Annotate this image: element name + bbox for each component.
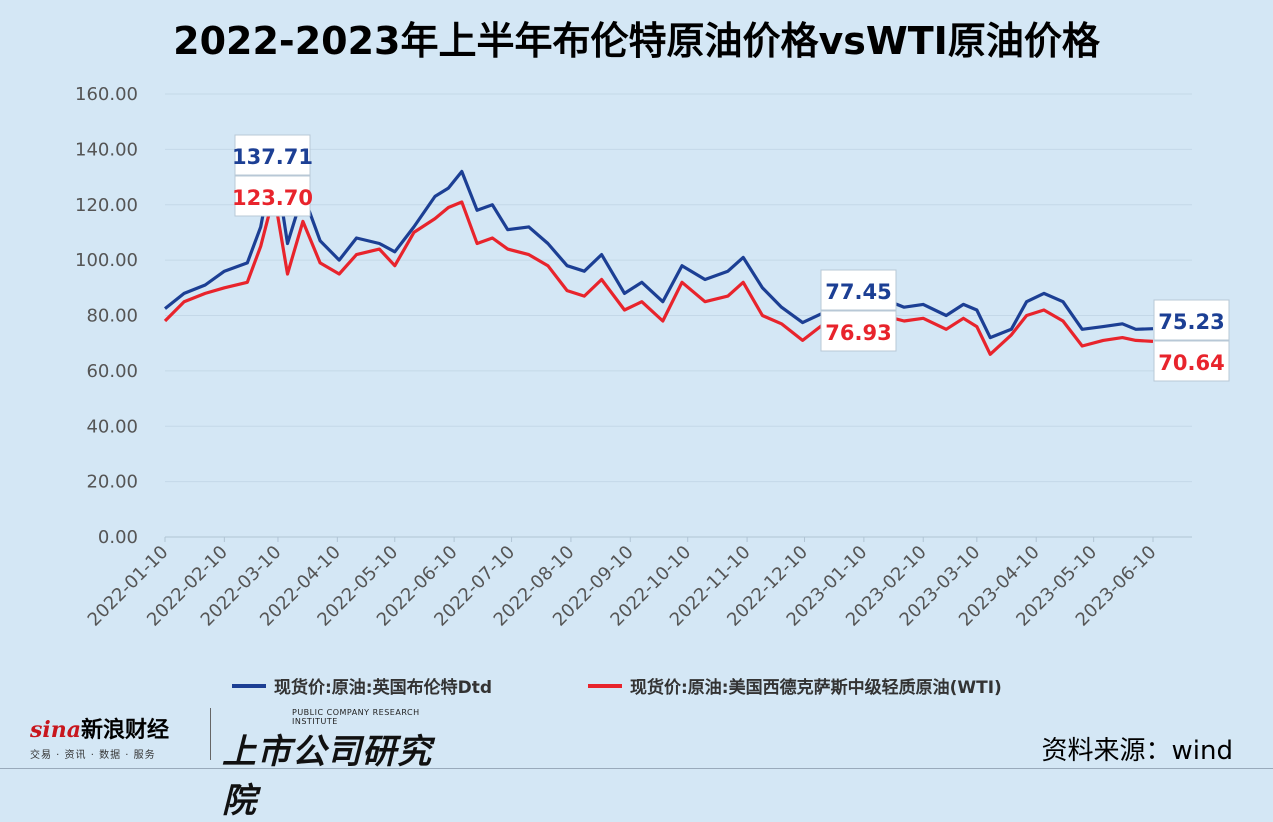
annotation-label-wti: 70.64 [1158,351,1224,375]
y-tick-label: 160.00 [75,84,138,105]
chart-title: 2022-2023年上半年布伦特原油价格vsWTI原油价格 [173,19,1100,63]
sina-wordmark: sina [30,717,81,743]
institute-name: 上市公司研究院 [222,732,432,821]
bottom-rule [0,768,1273,769]
annotation-label-brent: 77.45 [825,280,891,304]
annotation-label-wti: 123.70 [232,186,313,210]
annotation-box-wti [820,310,897,352]
institute-logo: PUBLIC COMPANY RESEARCH INSTITUTE 上市公司研究… [222,708,462,821]
y-tick-label: 140.00 [75,139,138,160]
legend-item-wti: 现货价:原油:美国西德克萨斯中级轻质原油(WTI) [588,673,1002,698]
annotation-box-brent [234,134,311,176]
legend-label-brent: 现货价:原油:英国布伦特Dtd [274,678,493,698]
annotation-label-brent: 75.23 [1158,310,1224,334]
annotation-box-brent [1153,299,1230,341]
y-tick-label: 100.00 [75,250,138,271]
y-tick-label: 20.00 [86,472,138,493]
annotation-box-wti [1153,340,1230,382]
sina-finance-logo: sina新浪财经 交易 · 资讯 · 数据 · 服务 [30,712,210,762]
y-tick-label: 120.00 [75,195,138,216]
logo-divider [210,708,211,760]
series-line-wti [163,192,1154,356]
annotation-layer: 137.71 123.70 77.45 76.93 75.23 70.64 [232,134,1230,382]
y-tick-label: 0.00 [98,527,138,548]
grid-layer [165,93,1192,538]
annotation-label-wti: 76.93 [825,321,891,345]
y-tick-label: 80.00 [86,306,138,327]
legend-label-wti: 现货价:原油:美国西德克萨斯中级轻质原油(WTI) [630,678,1002,698]
y-tick-label: 40.00 [86,416,138,437]
source-note: 资料来源：wind [1041,736,1233,766]
sina-brand-text: 新浪财经 [81,718,170,743]
series-layer [163,154,1154,356]
annotation-box-wti [234,175,311,217]
y-tick-label: 60.00 [86,361,138,382]
annotation-label-brent: 137.71 [232,145,313,169]
annotation-box-brent [820,269,897,311]
line-chart: 0.00 20.00 40.00 60.00 80.00 100.00 120.00 140.… [75,84,1230,631]
legend-swatch-brent [232,683,266,688]
sina-tagline: 交易 · 资讯 · 数据 · 服务 [30,750,156,761]
legend-item-brent: 现货价:原油:英国布伦特Dtd [232,673,492,698]
series-line-brent [164,154,1154,340]
institute-caption: PUBLIC COMPANY RESEARCH INSTITUTE [292,708,420,726]
legend-swatch-wti [588,683,622,688]
